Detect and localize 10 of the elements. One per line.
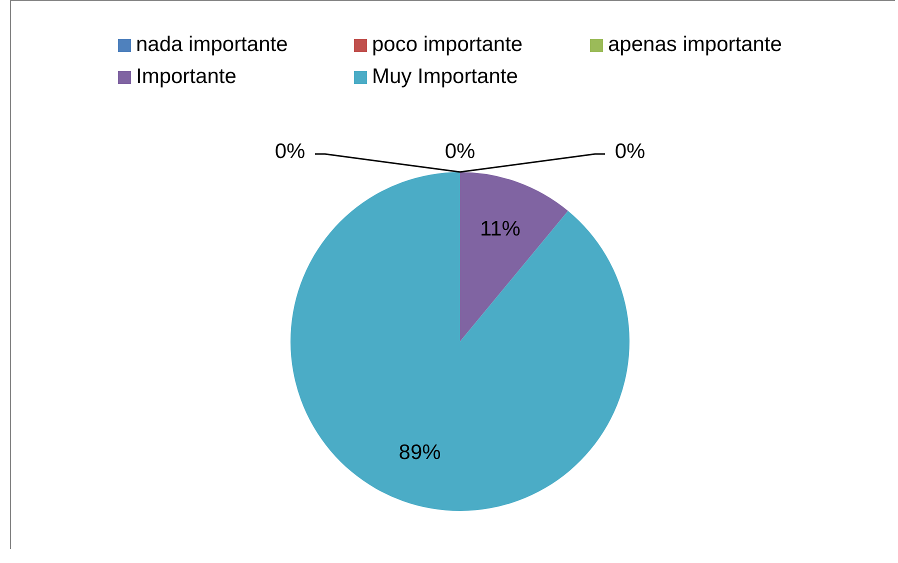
legend-label: poco importante (372, 33, 523, 57)
legend-label: nada importante (136, 33, 288, 57)
legend-label: Importante (136, 65, 236, 89)
legend-label: apenas importante (608, 33, 782, 57)
text: 0% (444, 140, 476, 163)
data-label: 11% (480, 218, 520, 241)
legend-label: Muy Importante (372, 65, 518, 89)
data-label: 89% (398, 440, 441, 464)
text: 0% (274, 140, 306, 163)
text: 0% (614, 140, 646, 163)
